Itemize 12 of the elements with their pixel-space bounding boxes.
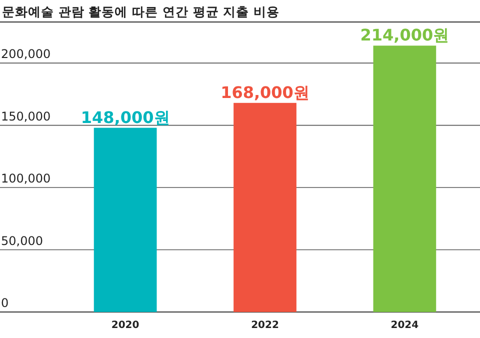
- x-tick-label: 2024: [390, 320, 419, 331]
- x-tick-label: 2020: [111, 320, 140, 331]
- y-tick-label: 150,000: [1, 109, 51, 124]
- y-tick-label: 200,000: [1, 47, 51, 62]
- y-tick-label: 0: [1, 296, 9, 310]
- data-label: 148,000원: [80, 108, 170, 127]
- x-tick-label: 2022: [251, 320, 279, 331]
- data-label: 168,000원: [220, 82, 310, 102]
- y-tick-label: 100,000: [1, 172, 51, 186]
- chart-title: 문화예술 관람 활동에 따른 연간 평균 지출 비용: [2, 4, 280, 19]
- data-label: 214,000원: [360, 26, 450, 45]
- y-tick-label: 50,000: [1, 234, 43, 248]
